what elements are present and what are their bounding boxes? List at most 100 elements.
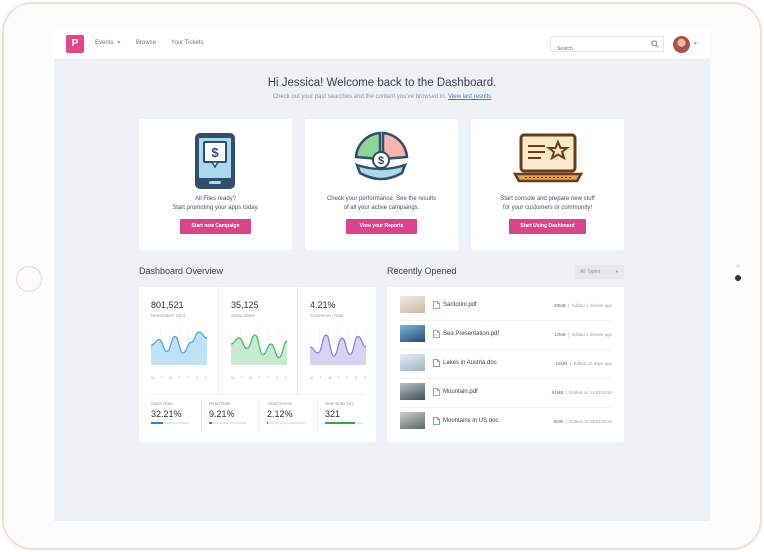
weekday-label: T [337, 376, 340, 380]
weekday-label: T [319, 376, 322, 380]
conversion-sparkline [310, 327, 366, 365]
start-new-campaign-button[interactable]: Start new Campaign [180, 219, 251, 234]
divider [201, 400, 202, 432]
metric-value: 32.21% [151, 409, 182, 419]
metric-new-subs: New Subs (w) 321 [325, 401, 375, 424]
metric-value: 321 [325, 409, 341, 419]
weekday-label: M [310, 376, 313, 380]
card-text: All Files ready? Start promoting your app… [147, 195, 284, 213]
file-meta: 18MB | Edited 20 days ago [555, 361, 612, 366]
brand-logo[interactable]: P [66, 35, 84, 53]
file-name: Mountains in US.doc [443, 418, 499, 424]
file-thumbnail [400, 412, 425, 429]
progress-fill [325, 422, 356, 424]
chevron-down-icon[interactable]: ▼ [693, 41, 698, 47]
progress-fill [209, 422, 213, 424]
divider [400, 407, 612, 408]
file-row[interactable]: Lakes in Austria.doc 18MB | Edited 20 da… [387, 350, 624, 379]
search-box [550, 36, 664, 56]
metric-label: Open Rate [151, 401, 173, 406]
file-meta: 29MB | Edited 1 minute ago [554, 303, 612, 308]
stat-value: 801,521 [151, 300, 184, 310]
file-name: Santorini.pdf [443, 302, 477, 308]
stat-value: 35,125 [231, 300, 259, 310]
divider [149, 394, 366, 395]
weekday-label: S [284, 376, 287, 380]
weekday-label: W [248, 376, 253, 380]
start-using-dashboard-button[interactable]: Start Using Dashboard [509, 219, 586, 234]
top-navbar: P Events▼ Browse Your Tickets ▼ [54, 29, 710, 60]
dashboard-overview-title: Dashboard Overview [139, 266, 224, 276]
welcome-subtitle-text: Check out your past searches and the con… [272, 94, 447, 100]
weekday-label: M [151, 376, 154, 380]
nav-events[interactable]: Events ▼ [95, 40, 121, 46]
stat-newsletters: 801,521 Newsletters Sent M T W T F S S [139, 287, 218, 394]
weekday-label: F [267, 376, 270, 380]
view-last-results-link[interactable]: View last results [448, 94, 492, 100]
file-size: 18MB [555, 361, 568, 366]
file-thumbnail [400, 325, 425, 342]
stat-subscribers: 35,125 Subscribers M T W T F S S [218, 287, 297, 394]
user-avatar[interactable] [673, 36, 690, 53]
file-thumbnail [400, 296, 425, 313]
search-icon[interactable] [651, 40, 659, 48]
file-row[interactable]: Sea Presentation.pdf 12MB | Edited 1 min… [387, 321, 624, 350]
recently-opened-panel: Santorini.pdf 29MB | Edited 1 minute ago… [387, 287, 624, 442]
metric-value: 2.12% [267, 409, 293, 419]
filter-label: All Types [580, 269, 601, 275]
card-line-2: Start promoting your apps today. [172, 205, 259, 211]
file-meta: 54MB | Edited on 11/02/2015 [551, 390, 612, 395]
nav-browse[interactable]: Browse [136, 40, 157, 46]
card-line-1: Check your performance. See the results [326, 196, 437, 202]
file-edited: Edited 20 days ago [573, 361, 612, 366]
pdf-file-icon [433, 330, 440, 338]
sensor-dot [736, 264, 740, 268]
chevron-down-icon: ▼ [116, 40, 122, 46]
file-thumbnail [400, 354, 425, 371]
welcome-subtitle: Check out your past searches and the con… [54, 94, 710, 100]
file-row[interactable]: Mountains in US.doc 8MB | Edited on 09/0… [387, 408, 624, 437]
doc-file-icon [433, 417, 440, 425]
card-line-2: of all your active campaings. [343, 205, 420, 211]
file-edited: Edited 1 minute ago [571, 332, 612, 337]
pdf-file-icon [433, 388, 440, 396]
laptop-star-icon [512, 133, 584, 183]
card-text: Start console and prepare new stuff for y… [479, 195, 616, 213]
svg-text:$: $ [378, 155, 384, 167]
file-row[interactable]: Santorini.pdf 29MB | Edited 1 minute ago [387, 292, 624, 321]
file-type-filter[interactable]: All Types ▼ [575, 265, 624, 279]
file-meta: 12MB | Edited 1 minute ago [554, 332, 612, 337]
file-edited: Edited 1 minute ago [571, 303, 612, 308]
file-row[interactable]: Mountain.pdf 54MB | Edited on 11/02/2015 [387, 379, 624, 408]
divider [400, 349, 612, 350]
weekday-label: T [160, 376, 163, 380]
file-size: 54MB [551, 390, 564, 395]
reports-card: $ Check your performance. See the result… [305, 119, 458, 250]
weekday-label: F [187, 376, 190, 380]
doc-file-icon [433, 359, 440, 367]
chevron-down-icon: ▼ [615, 269, 619, 274]
sparkline-area [151, 332, 207, 365]
nav-your-tickets[interactable]: Your Tickets [171, 40, 204, 46]
nav-events-label: Events [95, 40, 114, 46]
view-your-reports-button[interactable]: View your Reports [346, 219, 417, 234]
campaign-card: $ All Files ready? Start promoting your a… [139, 119, 292, 250]
card-line-2: for your customers or community! [502, 205, 593, 211]
home-button[interactable] [16, 266, 42, 292]
search-input[interactable] [551, 42, 641, 56]
sparkline-area [310, 335, 366, 365]
progress-bar [209, 422, 247, 424]
weekday-label: W [327, 376, 332, 380]
divider [400, 320, 612, 321]
recently-opened-title: Recently Opened [387, 266, 457, 276]
weekday-label: M [231, 376, 234, 380]
file-size: 8MB [553, 419, 564, 424]
weekday-label: S [354, 376, 358, 380]
stat-conversion: 4.21% Conversion Rate M T W T F S S [297, 287, 376, 394]
divider [400, 378, 612, 379]
sparkline-line [231, 334, 287, 359]
file-meta: 8MB | Edited on 09/01/2016 [553, 419, 612, 424]
